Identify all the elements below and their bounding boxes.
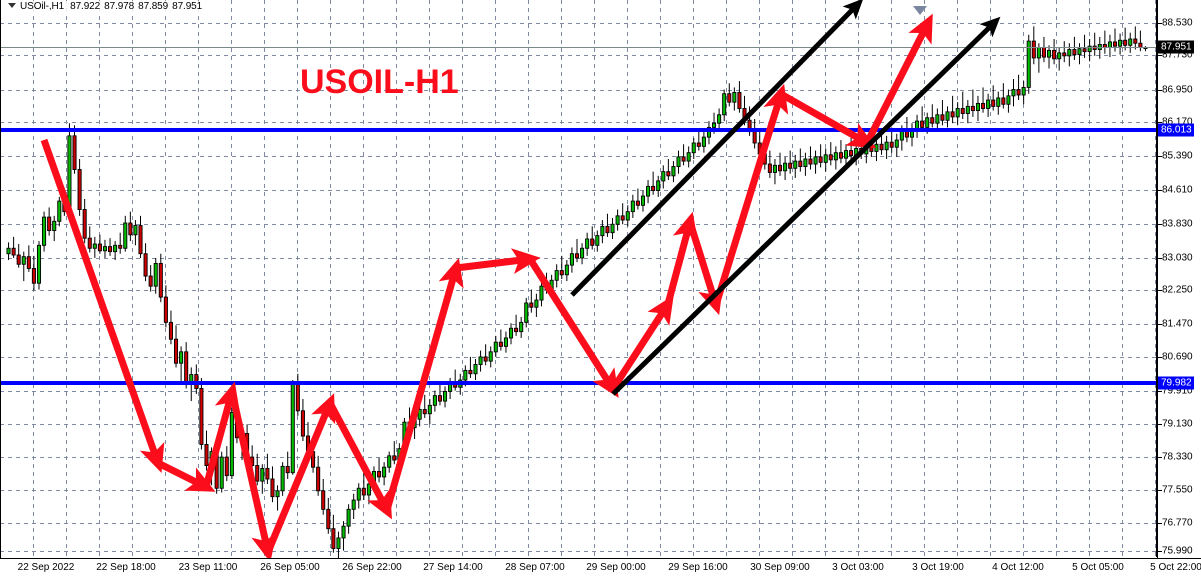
time-tick-label: 3 Oct 19:00 [912, 562, 964, 573]
annotation-layer[interactable] [0, 0, 1157, 558]
price-tick-label: 86.170 [1162, 116, 1193, 128]
time-tick-label: 3 Oct 03:00 [832, 562, 884, 573]
close-value: 87.951 [172, 1, 203, 12]
time-tick-label: 28 Sep 07:00 [505, 562, 565, 573]
price-tick-label: 79.910 [1162, 385, 1193, 397]
symbol-quote-header[interactable]: USOil-,H1 87.922 87.978 87.859 87.951 [6, 1, 209, 12]
high-value: 87.978 [104, 1, 135, 12]
time-tick-label: 27 Sep 14:00 [423, 562, 483, 573]
time-axis[interactable]: 22 Sep 2022 22 Sep 18:00 23 Sep 11:00 26 Se… [0, 558, 1201, 579]
level-price-tag[interactable]: 79.982 [1158, 376, 1194, 390]
price-tick-mark [1158, 551, 1162, 552]
price-tick-label: 85.390 [1162, 150, 1193, 162]
time-tick-label: 22 Sep 2022 [17, 562, 75, 573]
time-tick-label: 4 Oct 12:00 [992, 562, 1044, 573]
price-tick-label: 83.830 [1162, 218, 1193, 230]
price-tick-label: 86.950 [1162, 84, 1193, 96]
price-tick-mark [1158, 523, 1162, 524]
price-tick-mark [1158, 55, 1162, 56]
price-axis[interactable]: 88.530 87.730 86.950 86.170 85.390 84.610 83.8… [1157, 0, 1201, 558]
time-tick-label: 29 Sep 00:00 [586, 562, 646, 573]
price-tick-mark [1158, 391, 1162, 392]
price-tick-label: 87.730 [1162, 49, 1193, 61]
price-tick-mark [1158, 324, 1162, 325]
candlestick-series [6, 26, 1148, 558]
price-tick-label: 78.330 [1162, 451, 1193, 463]
time-tick-label: 22 Sep 18:00 [96, 562, 156, 573]
price-tick-label: 80.690 [1162, 351, 1193, 363]
price-tick-label: 84.610 [1162, 184, 1193, 196]
plot-left-border [0, 0, 1, 558]
price-tick-mark [1158, 190, 1162, 191]
time-tick-label: 29 Sep 16:00 [668, 562, 728, 573]
price-tick-mark [1158, 258, 1162, 259]
time-tick-label: 5 Oct 05:00 [1072, 562, 1124, 573]
price-tick-mark [1158, 156, 1162, 157]
price-tick-label: 77.550 [1162, 484, 1193, 496]
price-tick-mark [1158, 457, 1162, 458]
price-tick-mark [1158, 90, 1162, 91]
low-value: 87.859 [138, 1, 169, 12]
symbol-label: USOil-,H1 [20, 1, 65, 12]
triangle-down-marker [913, 6, 927, 15]
chart-plot-area[interactable] [0, 0, 1157, 558]
price-tick-label: 75.990 [1162, 545, 1193, 557]
level-price-tag[interactable]: 86.013 [1158, 123, 1194, 137]
price-tick-label: 82.250 [1162, 284, 1193, 296]
price-tick-label: 81.470 [1162, 318, 1193, 330]
price-tick-mark [1158, 490, 1162, 491]
open-value: 87.922 [70, 1, 101, 12]
price-tick-label: 76.770 [1162, 517, 1193, 529]
price-tick-label: 83.030 [1162, 252, 1193, 264]
price-tick-mark [1158, 357, 1162, 358]
price-tick-label: 88.530 [1162, 17, 1193, 29]
time-tick-label: 5 Oct 22:00 [1150, 562, 1201, 573]
time-tick-label: 23 Sep 11:00 [178, 562, 238, 573]
time-tick-label: 26 Sep 22:00 [342, 562, 402, 573]
price-tick-mark [1158, 290, 1162, 291]
price-tick-mark [1158, 122, 1162, 123]
price-tick-mark [1158, 424, 1162, 425]
triangle-down-icon[interactable] [8, 2, 16, 8]
time-tick-label: 30 Sep 09:00 [750, 562, 810, 573]
time-tick-label: 26 Sep 05:00 [260, 562, 320, 573]
last-price-tag[interactable]: 87.951 [1158, 40, 1194, 54]
price-tick-mark [1158, 224, 1162, 225]
price-tick-label: 79.130 [1162, 418, 1193, 430]
chart-title-watermark: USOIL-H1 [300, 63, 459, 101]
price-tick-mark [1158, 23, 1162, 24]
ohlc-values: 87.922 87.978 87.859 87.951 [70, 1, 206, 12]
